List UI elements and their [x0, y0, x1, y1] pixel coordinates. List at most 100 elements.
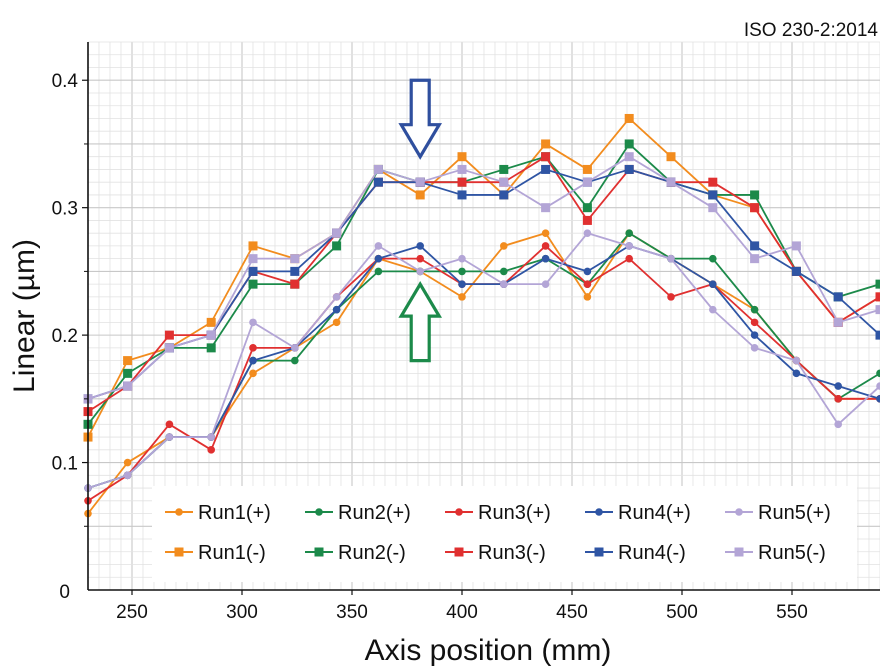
data-point-square: [541, 164, 551, 174]
data-point-circle: [876, 369, 880, 378]
data-point-square: [457, 190, 467, 200]
series-line: [87, 245, 880, 489]
data-point-square: [248, 241, 258, 251]
data-point-square: [499, 190, 509, 200]
data-point-circle: [416, 254, 425, 263]
data-point-square: [248, 279, 258, 289]
data-point-circle: [165, 420, 174, 429]
axes: [87, 42, 880, 591]
data-point-circle: [583, 280, 592, 288]
legend-label: Run4(-): [618, 542, 686, 564]
legend-item: Run4(-): [585, 542, 686, 564]
legend-item: Run4(+): [585, 502, 691, 524]
data-point-square: [833, 317, 843, 327]
data-point-square: [582, 164, 592, 174]
data-point-square: [415, 177, 425, 187]
data-point-circle: [249, 369, 257, 378]
data-point-circle: [876, 382, 880, 390]
x-tick-label: 550: [776, 602, 808, 623]
data-point-circle: [876, 395, 880, 403]
data-point-circle: [123, 471, 132, 480]
data-point-square: [624, 164, 634, 174]
data-point-square: [666, 177, 676, 187]
data-point-circle: [792, 369, 801, 378]
data-point-circle: [416, 267, 425, 276]
x-tick-label: 500: [666, 602, 698, 623]
legend-marker-circle: [315, 508, 323, 516]
data-point-square: [332, 228, 342, 238]
data-point-circle: [332, 305, 341, 314]
data-point-circle: [541, 254, 550, 263]
data-point-square: [708, 203, 718, 213]
legend-item: Run5(+): [725, 502, 831, 524]
data-point-circle: [625, 242, 633, 250]
data-point-circle: [541, 242, 550, 250]
y-axis-title: Linear (µm): [8, 239, 41, 393]
data-point-circle: [500, 267, 508, 276]
data-point-circle: [709, 280, 717, 288]
y-tick-label: 0.1: [52, 454, 78, 475]
series-run1: [83, 113, 880, 442]
data-point-square: [206, 330, 216, 340]
data-point-circle: [332, 318, 341, 327]
y-tick-label-zero: 0: [59, 582, 70, 603]
data-point-square: [457, 152, 467, 162]
legend-marker-square: [454, 547, 464, 557]
data-point-circle: [583, 229, 592, 237]
data-point-square: [750, 254, 760, 264]
data-point-square: [457, 164, 467, 174]
tick-labels: 250 300 350 400 450 500 550 0.1 0.2 0.3 0.4 0: [52, 71, 808, 623]
data-point-square: [248, 254, 258, 264]
x-tick-label: 350: [336, 602, 368, 623]
data-point-circle: [332, 293, 341, 301]
data-point-square: [123, 356, 133, 366]
data-point-circle: [123, 458, 132, 467]
data-point-square: [750, 241, 760, 251]
data-point-square: [499, 164, 509, 174]
data-point-circle: [500, 280, 508, 288]
data-point-square: [624, 152, 634, 162]
data-point-circle: [249, 318, 257, 327]
data-point-circle: [750, 318, 759, 327]
series-line: [87, 232, 880, 489]
data-point-square: [582, 177, 592, 187]
data-point-circle: [750, 331, 759, 339]
series-line: [87, 155, 880, 400]
data-point-square: [290, 279, 300, 289]
legend-item: Run3(-): [445, 542, 546, 564]
data-point-square: [666, 152, 676, 162]
arrow-down-icon: [398, 78, 443, 160]
data-point-square: [541, 152, 551, 162]
data-point-circle: [500, 242, 508, 250]
data-point-circle: [458, 254, 466, 263]
data-point-circle: [709, 254, 717, 263]
data-point-square: [248, 266, 258, 276]
data-point-circle: [374, 267, 383, 276]
annotation-arrows: [398, 78, 443, 363]
data-point-circle: [291, 344, 299, 352]
data-point-circle: [374, 254, 383, 263]
legend-item: Run2(-): [305, 542, 406, 564]
data-point-circle: [165, 433, 174, 441]
legend-label: Run5(+): [758, 502, 831, 524]
data-point-square: [750, 203, 760, 213]
data-point-square: [206, 343, 216, 353]
data-point-circle: [834, 420, 842, 429]
legend-marker-square: [594, 547, 604, 557]
data-point-circle: [583, 267, 592, 276]
y-tick-label: 0.2: [52, 326, 78, 347]
legend-item: Run1(-): [165, 542, 266, 564]
data-point-circle: [834, 382, 842, 390]
data-point-circle: [416, 242, 425, 250]
data-series: [83, 113, 880, 518]
legend-item: Run2(+): [305, 502, 411, 524]
x-tick-label: 400: [446, 602, 478, 623]
x-tick-label: 250: [116, 602, 148, 623]
data-point-circle: [249, 356, 257, 365]
x-tick-label: 450: [556, 602, 588, 623]
y-tick-label: 0.3: [52, 199, 78, 220]
standard-label: ISO 230-2:2014: [744, 20, 879, 41]
legend-label: Run1(+): [198, 502, 271, 524]
data-point-circle: [667, 254, 675, 263]
